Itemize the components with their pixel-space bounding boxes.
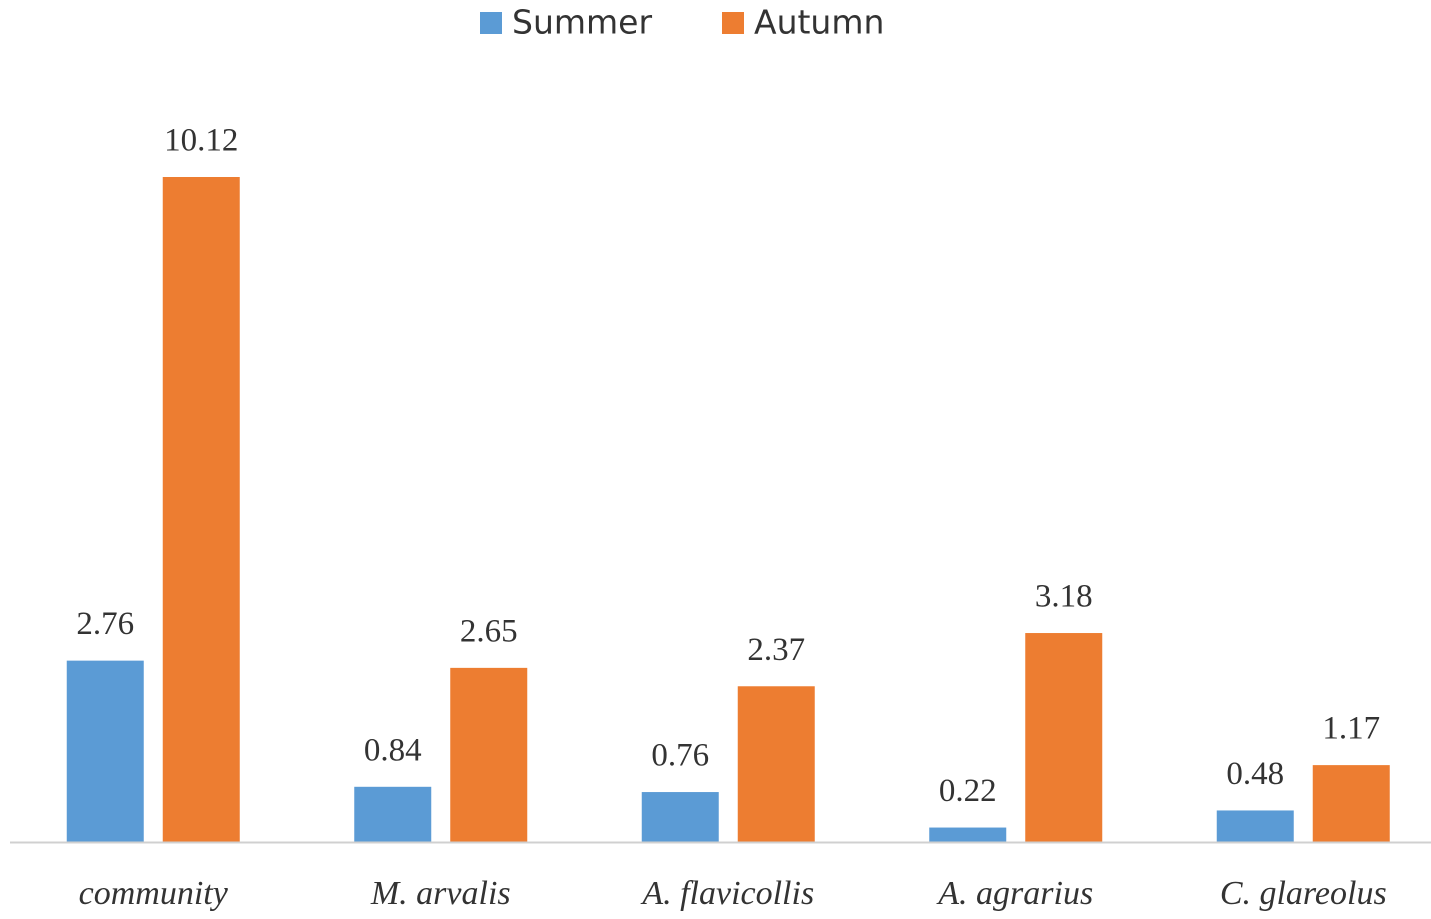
bar [641, 792, 719, 842]
legend-label: Summer [512, 3, 652, 42]
data-label: 2.76 [76, 606, 134, 642]
data-label: 10.12 [164, 123, 238, 159]
legend-swatch [722, 12, 744, 34]
bar [162, 177, 240, 842]
data-label: 3.18 [1035, 579, 1093, 615]
data-label: 2.37 [747, 632, 805, 668]
legend-swatch [480, 12, 502, 34]
data-label: 2.65 [460, 613, 518, 649]
bar [1312, 765, 1390, 842]
bar [354, 786, 432, 842]
x-tick-label: A. agrarius [936, 875, 1093, 912]
x-tick-label: C. glareolus [1220, 875, 1387, 912]
legend-label: Autumn [754, 3, 884, 42]
data-label: 0.76 [651, 738, 709, 774]
data-label: 1.17 [1322, 711, 1380, 747]
bar [737, 686, 815, 842]
bar [1216, 810, 1294, 842]
bar [1025, 633, 1103, 842]
x-tick-label: A. flavicollis [640, 875, 814, 912]
bar [66, 660, 144, 842]
data-label: 0.84 [364, 732, 422, 768]
bar [450, 667, 528, 842]
x-tick-label: community [79, 875, 229, 912]
data-label: 0.22 [939, 773, 997, 809]
bar [929, 827, 1007, 842]
data-label: 0.48 [1226, 756, 1284, 792]
x-tick-label: M. arvalis [370, 875, 511, 912]
